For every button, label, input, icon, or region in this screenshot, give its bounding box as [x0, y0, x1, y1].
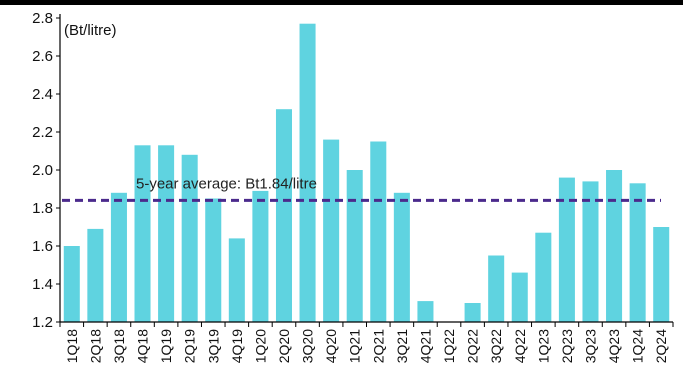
- bar: [87, 228, 104, 322]
- x-tick-label: 1Q20: [252, 329, 268, 363]
- bar: [393, 192, 410, 322]
- x-tick-label: 2Q22: [465, 329, 481, 363]
- x-tick-label: 1Q24: [630, 329, 646, 363]
- x-tick-label: 1Q19: [158, 329, 174, 363]
- y-tick-label: 2.6: [32, 48, 53, 65]
- unit-label: (Bt/litre): [64, 22, 117, 39]
- x-tick-label: 2Q21: [370, 329, 386, 363]
- y-tick-label: 2.0: [32, 162, 53, 179]
- x-tick-label: 4Q21: [417, 329, 433, 363]
- x-tick-label: 4Q23: [606, 329, 622, 363]
- x-tick-label: 2Q23: [559, 329, 575, 363]
- x-tick-label: 4Q19: [229, 329, 245, 363]
- bar: [134, 145, 151, 322]
- x-tick-label: 3Q21: [394, 329, 410, 363]
- x-axis: 1Q18 2Q18 3Q18 4Q18 1Q19 2Q19 3Q19 4Q19 1Q20 2Q20…: [59, 321, 674, 363]
- y-tick-label: 1.4: [32, 276, 53, 293]
- x-tick-label: 4Q18: [135, 329, 151, 363]
- y-axis: 1.2 1.4 1.6 1.8 2.0 2.2 2.4 2.6 2.8: [32, 10, 61, 331]
- y-tick-label: 2.4: [32, 86, 53, 103]
- bar: [558, 177, 575, 322]
- bar: [653, 227, 670, 322]
- x-tick-label: 1Q22: [441, 329, 457, 363]
- x-tick-label: 3Q19: [205, 329, 221, 363]
- bar: [417, 301, 434, 322]
- average-label: 5-year average: Bt1.84/litre: [136, 175, 317, 192]
- bar: [535, 232, 552, 322]
- x-tick-label: 2Q18: [87, 329, 103, 363]
- x-tick-label: 1Q21: [347, 329, 363, 363]
- bar: [629, 183, 646, 322]
- bar: [346, 170, 363, 322]
- x-tick-label: 3Q22: [488, 329, 504, 363]
- y-tick-label: 1.8: [32, 200, 53, 217]
- x-tick-label: 3Q20: [300, 329, 316, 363]
- bar: [299, 23, 316, 322]
- bar: [488, 255, 505, 322]
- top-rule: [0, 0, 683, 5]
- bar: [582, 181, 599, 322]
- y-tick-label: 2.2: [32, 124, 53, 141]
- bar: [110, 192, 127, 322]
- y-tick-label: 2.8: [32, 10, 53, 27]
- bar: [181, 154, 198, 322]
- x-tick-label: 4Q22: [512, 329, 528, 363]
- bar: [158, 145, 175, 322]
- bar: [63, 246, 80, 322]
- bar: [275, 109, 292, 322]
- x-tick-label: 2Q19: [182, 329, 198, 363]
- bar: [228, 238, 245, 322]
- bar: [252, 190, 269, 322]
- x-tick-label: 1Q23: [535, 329, 551, 363]
- bar: [464, 303, 481, 322]
- bar: [205, 198, 222, 322]
- bar: [323, 139, 340, 322]
- bar: [370, 141, 387, 322]
- y-tick-label: 1.2: [32, 314, 53, 331]
- x-tick-label: 3Q23: [582, 329, 598, 363]
- bars: [63, 23, 670, 322]
- x-tick-label: 1Q18: [64, 329, 80, 363]
- bar: [606, 170, 623, 322]
- x-tick-label: 2Q20: [276, 329, 292, 363]
- bar: [511, 272, 528, 322]
- x-tick-label: 2Q24: [653, 329, 669, 363]
- x-tick-label: 3Q18: [111, 329, 127, 363]
- y-tick-label: 1.6: [32, 238, 53, 255]
- x-tick-label: 4Q20: [323, 329, 339, 363]
